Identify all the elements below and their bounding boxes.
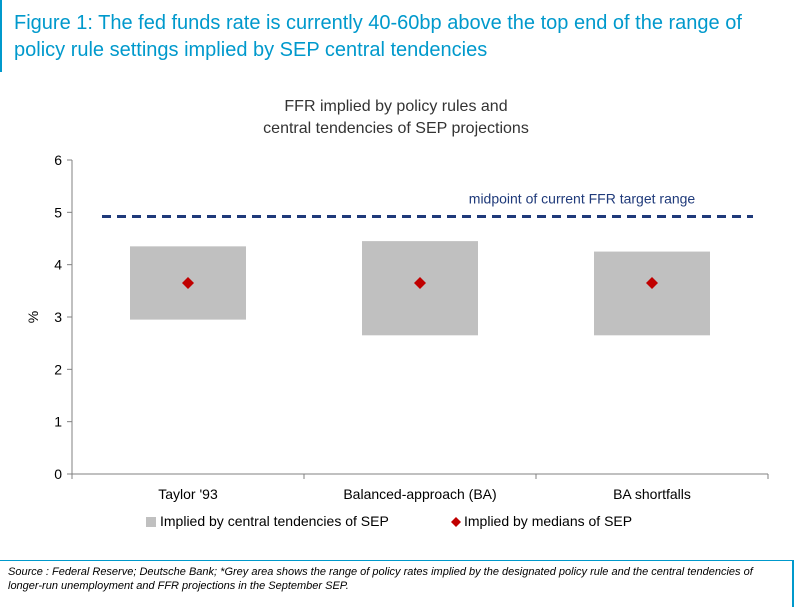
x-category-label: Taylor '93: [158, 486, 218, 502]
median-marker: [414, 276, 426, 289]
y-tick-label: 5: [54, 204, 62, 220]
legend-label-median: Implied by medians of SEP: [464, 513, 632, 529]
median-marker: [646, 276, 658, 289]
y-tick-label: 4: [54, 257, 62, 273]
median-marker: [182, 276, 194, 289]
y-axis-label: %: [25, 311, 41, 323]
footer-rule: [792, 561, 794, 607]
y-tick-label: 6: [54, 152, 62, 168]
legend-swatch-range: [146, 517, 156, 527]
chart-area: FFR implied by policy rules and central t…: [0, 72, 794, 552]
legend-label-range: Implied by central tendencies of SEP: [160, 513, 389, 529]
reference-line-label: midpoint of current FFR target range: [469, 191, 696, 207]
y-tick-label: 3: [54, 309, 62, 325]
y-tick-label: 0: [54, 466, 62, 482]
x-category-label: Balanced-approach (BA): [343, 486, 496, 502]
figure-title: Figure 1: The fed funds rate is currentl…: [14, 12, 742, 61]
chart: FFR implied by policy rules and central t…: [25, 98, 769, 529]
figure-header: Figure 1: The fed funds rate is currentl…: [0, 0, 794, 72]
source-note: Source : Federal Reserve; Deutsche Bank;…: [8, 566, 753, 592]
x-category-label: BA shortfalls: [613, 486, 691, 502]
y-tick-label: 2: [54, 361, 62, 377]
chart-title-line: central tendencies of SEP projections: [263, 120, 529, 137]
legend-swatch-median: [451, 517, 461, 527]
footer: Source : Federal Reserve; Deutsche Bank;…: [0, 560, 794, 612]
y-tick-label: 1: [54, 414, 62, 430]
chart-title-line: FFR implied by policy rules and: [284, 98, 507, 115]
range-box: [594, 251, 710, 336]
